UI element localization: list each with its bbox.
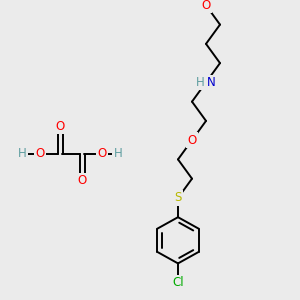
Text: O: O xyxy=(98,147,106,160)
Text: O: O xyxy=(188,134,196,147)
Text: Cl: Cl xyxy=(172,276,184,289)
Text: O: O xyxy=(201,0,211,12)
Text: H: H xyxy=(18,147,26,160)
Text: O: O xyxy=(56,120,64,133)
Text: O: O xyxy=(77,174,87,187)
Text: N: N xyxy=(207,76,216,89)
Text: H: H xyxy=(196,76,205,89)
Text: H: H xyxy=(114,147,122,160)
Text: O: O xyxy=(35,147,45,160)
Text: S: S xyxy=(174,191,182,204)
